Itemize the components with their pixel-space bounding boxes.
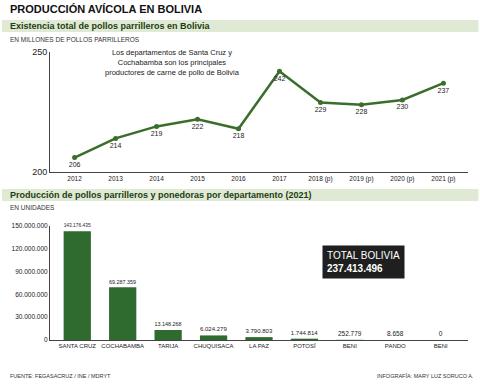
svg-text:2018 (p): 2018 (p) <box>308 175 332 183</box>
svg-text:2015: 2015 <box>190 175 205 182</box>
svg-text:2013: 2013 <box>108 175 123 182</box>
svg-text:BENI: BENI <box>434 343 448 349</box>
svg-text:228: 228 <box>356 108 368 115</box>
svg-text:143.176.435: 143.176.435 <box>64 223 91 228</box>
svg-text:INFOGRAFÍA: MARY LUZ SORUCO A.: INFOGRAFÍA: MARY LUZ SORUCO A. <box>377 373 474 379</box>
svg-text:COCHABAMBA: COCHABAMBA <box>101 343 144 349</box>
svg-text:PANDO: PANDO <box>385 343 406 349</box>
svg-text:2014: 2014 <box>149 175 164 182</box>
svg-text:90.000.000: 90.000.000 <box>15 268 48 275</box>
svg-text:230: 230 <box>397 103 409 110</box>
svg-text:222: 222 <box>192 123 204 130</box>
svg-text:237: 237 <box>438 87 450 94</box>
svg-text:TARIJA: TARIJA <box>158 343 178 349</box>
svg-text:13.148.268: 13.148.268 <box>155 321 182 327</box>
svg-text:2016: 2016 <box>231 175 246 182</box>
svg-text:1.744.814: 1.744.814 <box>291 330 318 336</box>
svg-text:6.024.279: 6.024.279 <box>200 326 227 332</box>
svg-text:250: 250 <box>32 47 47 57</box>
svg-text:8.658: 8.658 <box>387 330 404 337</box>
svg-text:SANTA CRUZ: SANTA CRUZ <box>58 343 96 349</box>
svg-text:120.000.000: 120.000.000 <box>12 245 49 252</box>
svg-text:Existencia total de pollos par: Existencia total de pollos parrilleros e… <box>10 21 211 31</box>
svg-text:2019 (p): 2019 (p) <box>349 175 373 183</box>
svg-text:EN UNIDADES: EN UNIDADES <box>10 204 55 211</box>
svg-text:FUENTE: FEGASACRUZ / INE / MDR: FUENTE: FEGASACRUZ / INE / MDRYT <box>10 373 111 379</box>
svg-text:60.000.000: 60.000.000 <box>15 291 48 298</box>
svg-text:242: 242 <box>274 75 286 82</box>
svg-text:219: 219 <box>151 130 163 137</box>
svg-text:214: 214 <box>110 142 122 149</box>
svg-text:BENI: BENI <box>343 343 357 349</box>
svg-text:2021 (p): 2021 (p) <box>431 175 455 183</box>
svg-text:200: 200 <box>32 167 47 177</box>
svg-text:206: 206 <box>69 161 81 168</box>
svg-text:30.000.000: 30.000.000 <box>15 313 48 320</box>
svg-text:0: 0 <box>439 330 443 337</box>
svg-text:TOTAL BOLIVIA237.413.496: TOTAL BOLIVIA237.413.496 <box>327 250 400 274</box>
svg-text:150.000.000: 150.000.000 <box>12 222 49 229</box>
svg-text:Los departamentos de Santa Cru: Los departamentos de Santa Cruz yCochaba… <box>105 48 240 77</box>
svg-text:2017: 2017 <box>272 175 287 182</box>
svg-text:229: 229 <box>315 106 327 113</box>
svg-text:CHUQUISACA: CHUQUISACA <box>194 343 234 349</box>
svg-text:2020 (p): 2020 (p) <box>390 175 414 183</box>
svg-text:0: 0 <box>44 336 48 343</box>
svg-text:EN MILLONES DE POLLOS PARRILLE: EN MILLONES DE POLLOS PARRILLEROS <box>10 36 140 43</box>
svg-text:3.790.803: 3.790.803 <box>245 328 272 334</box>
svg-text:69.287.359: 69.287.359 <box>109 279 136 285</box>
svg-text:POTOSÍ: POTOSÍ <box>293 343 316 349</box>
svg-text:Producción de pollos parriller: Producción de pollos parrilleros y poned… <box>10 190 312 200</box>
svg-text:LA PAZ: LA PAZ <box>249 343 269 349</box>
svg-text:2012: 2012 <box>67 175 82 182</box>
svg-text:218: 218 <box>233 132 245 139</box>
svg-text:252.779: 252.779 <box>338 330 362 337</box>
svg-text:PRODUCCIÓN AVÍCOLA EN BOLIVIA: PRODUCCIÓN AVÍCOLA EN BOLIVIA <box>10 3 202 15</box>
